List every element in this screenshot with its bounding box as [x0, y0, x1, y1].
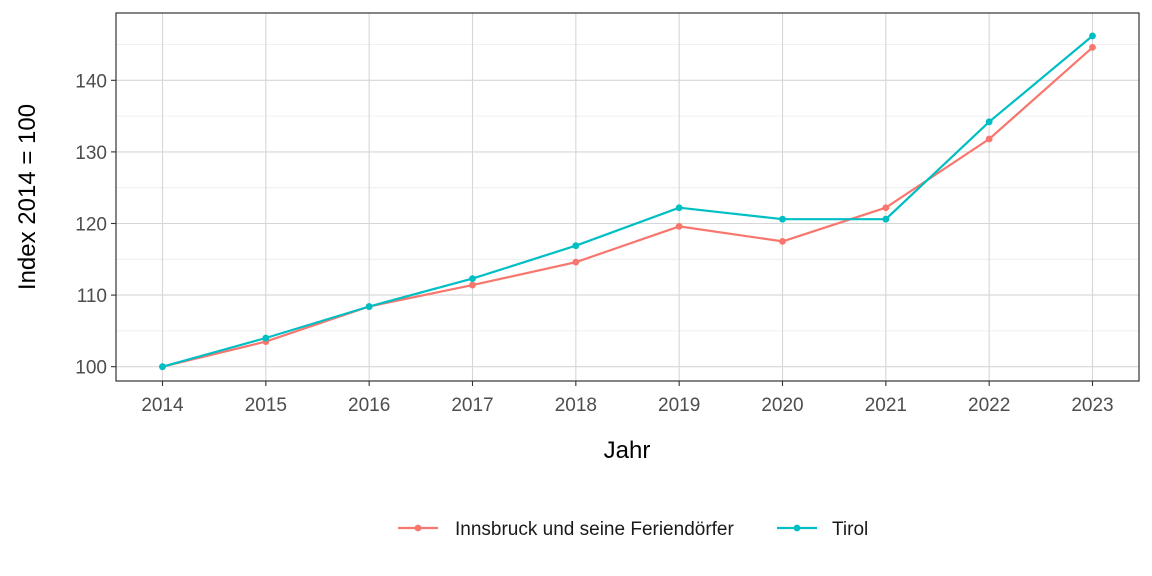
y-axis-title: Index 2014 = 100 [14, 104, 41, 290]
y-tick-label: 100 [75, 358, 107, 379]
data-point [469, 281, 476, 289]
series-layer [159, 32, 1096, 371]
data-point [572, 258, 580, 266]
data-point [469, 275, 476, 283]
data-point [572, 242, 580, 250]
plot-panel-border [115, 12, 1140, 382]
x-tick-label: 2017 [451, 395, 493, 416]
y-tick-label: 110 [77, 286, 107, 307]
legend-key-point [414, 524, 422, 532]
legend-item-innsbruck: Innsbruck und seine Feriendörfer [398, 519, 734, 540]
minor-gridlines [116, 44, 1139, 332]
y-tick-label: 120 [75, 214, 107, 235]
y-tick-label: 140 [75, 71, 107, 92]
x-tick-label: 2023 [1071, 395, 1113, 416]
data-point [1089, 43, 1096, 51]
x-tick-label: 2021 [865, 395, 907, 416]
major-gridlines [116, 13, 1139, 381]
x-tick-label: 2019 [658, 395, 700, 416]
data-point [985, 135, 993, 143]
data-point [779, 215, 786, 223]
legend-label: Tirol [832, 519, 868, 540]
axis-ticks [111, 79, 1094, 386]
data-point [882, 204, 890, 212]
legend: Innsbruck und seine Feriendörfer Tirol [398, 519, 868, 540]
series-line [162, 35, 1094, 368]
x-tick-label: 2015 [245, 395, 287, 416]
data-point [675, 204, 683, 212]
data-point [882, 215, 890, 223]
data-point [262, 334, 270, 342]
x-tick-label: 2020 [761, 395, 803, 416]
legend-key-point [793, 524, 801, 532]
data-point [675, 222, 683, 230]
series-innsbruck [159, 43, 1096, 371]
series-tirol [159, 32, 1096, 371]
data-point [779, 237, 786, 245]
data-point [159, 363, 166, 371]
legend-item-tirol: Tirol [777, 519, 868, 540]
data-point [985, 118, 993, 126]
data-point [365, 303, 373, 310]
x-tick-label: 2016 [348, 395, 390, 416]
y-tick-label: 130 [75, 143, 107, 164]
data-point [1089, 32, 1096, 40]
x-tick-label: 2022 [968, 395, 1010, 416]
legend-label: Innsbruck und seine Feriendörfer [455, 519, 734, 540]
x-tick-label: 2018 [555, 395, 597, 416]
x-axis-title: Jahr [604, 437, 651, 464]
x-tick-label: 2014 [141, 395, 184, 416]
series-line [162, 46, 1094, 368]
tick-labels: 100 110 120 130 140 2014 2015 2016 2017 2018 2019 2… [75, 71, 1113, 416]
